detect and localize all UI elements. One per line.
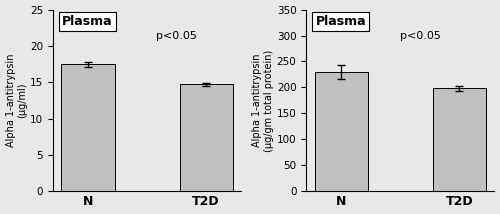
Bar	[314, 72, 368, 191]
Bar	[433, 88, 486, 191]
Bar	[62, 64, 114, 191]
Text: p<0.05: p<0.05	[156, 31, 198, 41]
Text: p<0.05: p<0.05	[400, 31, 441, 41]
Text: Plasma: Plasma	[316, 15, 366, 28]
Text: Plasma: Plasma	[62, 15, 113, 28]
Y-axis label: Alpha 1-antitrypsin
(μg/gm total protein): Alpha 1-antitrypsin (μg/gm total protein…	[252, 49, 274, 152]
Y-axis label: Alpha 1-antitrypsin
(μg/ml): Alpha 1-antitrypsin (μg/ml)	[6, 54, 27, 147]
Bar	[180, 85, 233, 191]
